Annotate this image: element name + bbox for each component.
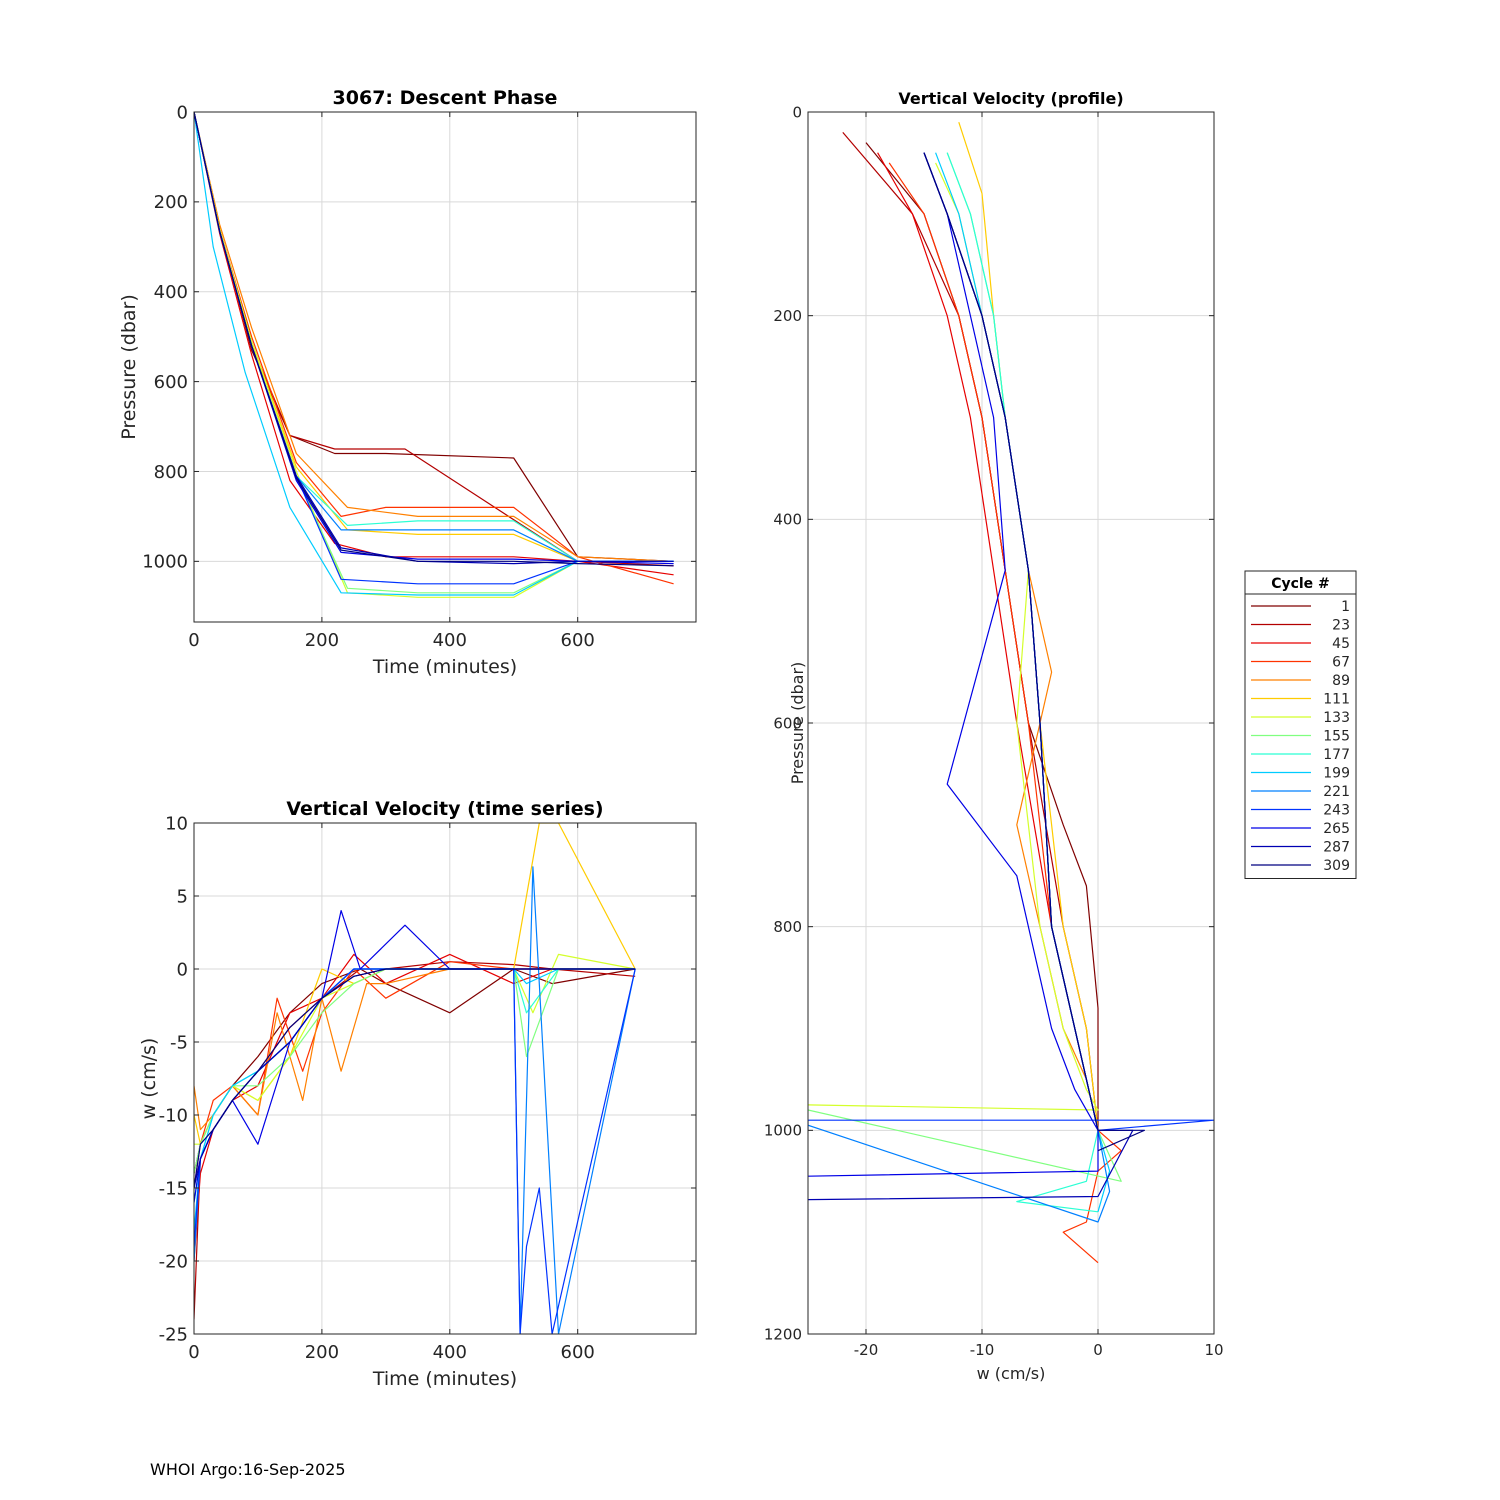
y-tick-label: 1000 bbox=[764, 1122, 802, 1140]
y-tick-label: 1200 bbox=[764, 1325, 802, 1343]
x-axis-label: Time (minutes) bbox=[372, 656, 517, 678]
legend-label-cycle-221: 221 bbox=[1323, 784, 1350, 800]
legend-title: Cycle # bbox=[1271, 576, 1330, 592]
x-axis-label: w (cm/s) bbox=[977, 1364, 1046, 1383]
series-line-cycle-309 bbox=[194, 968, 636, 1189]
footer-credit: WHOI Argo:16-Sep-2025 bbox=[150, 1460, 346, 1479]
y-tick-label: 1000 bbox=[142, 552, 188, 573]
velocity-time-series-chart: 0 200 400 600 10 5 0 -5 -10 -15 -20 -25 Vertical Vel… bbox=[138, 798, 697, 1390]
y-tick-label: 800 bbox=[154, 462, 188, 483]
x-tick-label: 600 bbox=[561, 630, 595, 651]
legend-label-cycle-67: 67 bbox=[1332, 655, 1350, 671]
series-line-cycle-67 bbox=[194, 961, 636, 1189]
x-tick-label: 10 bbox=[1204, 1341, 1223, 1359]
y-tick-label: 200 bbox=[154, 192, 188, 213]
legend-label-cycle-199: 199 bbox=[1323, 766, 1350, 782]
cycle-legend: Cycle # 1 23 45 67 89 111 133 155 177 199 221 243 265… bbox=[1244, 570, 1357, 879]
x-tick-label: 0 bbox=[188, 630, 199, 651]
x-tick-label: 600 bbox=[561, 1342, 595, 1363]
y-tick-label: 600 bbox=[154, 372, 188, 393]
y-tick-label: 0 bbox=[177, 959, 188, 980]
legend-label-cycle-133: 133 bbox=[1323, 710, 1350, 726]
x-tick-label: 200 bbox=[305, 1342, 339, 1363]
x-tick-label: 0 bbox=[188, 1342, 199, 1363]
legend-label-cycle-287: 287 bbox=[1323, 840, 1350, 856]
y-tick-label: 600 bbox=[773, 714, 802, 732]
legend-label-cycle-177: 177 bbox=[1323, 747, 1350, 763]
legend-label-cycle-23: 23 bbox=[1332, 618, 1350, 634]
axes-frame bbox=[193, 822, 697, 1335]
axes-frame bbox=[193, 111, 697, 623]
legend-box bbox=[1244, 570, 1357, 879]
y-axis-label: w (cm/s) bbox=[138, 1038, 160, 1120]
series-line-cycle-45 bbox=[194, 112, 674, 576]
plot-area bbox=[194, 112, 696, 622]
legend-label-cycle-111: 111 bbox=[1323, 692, 1350, 708]
legend-label-cycle-1: 1 bbox=[1341, 599, 1350, 615]
series-line-cycle-265 bbox=[808, 152, 1099, 1177]
y-tick-label: 5 bbox=[177, 886, 188, 907]
x-tick-label: -10 bbox=[970, 1341, 995, 1359]
plot-area bbox=[194, 823, 696, 1334]
series-line-cycle-89 bbox=[194, 112, 674, 562]
legend-label-cycle-265: 265 bbox=[1323, 821, 1350, 837]
y-tick-label: 200 bbox=[773, 307, 802, 325]
y-tick-label: 400 bbox=[773, 511, 802, 529]
y-axis-label: Pressure (dbar) bbox=[788, 662, 807, 785]
x-tick-label: 400 bbox=[433, 1342, 467, 1363]
y-tick-label: -15 bbox=[159, 1178, 188, 1199]
y-tick-label: 800 bbox=[773, 918, 802, 936]
y-tick-label: 0 bbox=[177, 102, 188, 123]
y-tick-label: -20 bbox=[159, 1251, 188, 1272]
x-tick-label: 400 bbox=[433, 630, 467, 651]
series-line-cycle-309 bbox=[923, 152, 1146, 1152]
x-axis-label: Time (minutes) bbox=[372, 1368, 517, 1390]
x-tick-label: 200 bbox=[305, 630, 339, 651]
series-group bbox=[194, 823, 636, 1334]
series-group bbox=[808, 122, 1214, 1264]
chart-title: 3067: Descent Phase bbox=[333, 87, 558, 109]
x-tick-label: -20 bbox=[854, 1341, 879, 1359]
y-tick-label: 0 bbox=[792, 103, 802, 121]
legend-label-cycle-45: 45 bbox=[1332, 636, 1350, 652]
y-tick-label: -25 bbox=[159, 1324, 188, 1345]
series-line-cycle-309 bbox=[194, 112, 674, 567]
y-axis-label: Pressure (dbar) bbox=[118, 294, 140, 440]
legend-label-cycle-243: 243 bbox=[1323, 803, 1350, 819]
descent-phase-chart: 0 200 400 600 0 200 400 600 800 1000 3067: Descent… bbox=[118, 87, 697, 678]
y-tick-label: 400 bbox=[154, 282, 188, 303]
legend-label-cycle-155: 155 bbox=[1323, 729, 1350, 745]
series-line-cycle-199 bbox=[194, 112, 674, 596]
legend-label-cycle-309: 309 bbox=[1323, 858, 1350, 874]
legend-label-cycle-89: 89 bbox=[1332, 673, 1350, 689]
series-group bbox=[194, 112, 674, 598]
chart-title: Vertical Velocity (profile) bbox=[898, 89, 1123, 108]
chart-title: Vertical Velocity (time series) bbox=[286, 798, 603, 820]
y-tick-label: 10 bbox=[165, 813, 188, 834]
x-tick-label: 0 bbox=[1093, 1341, 1103, 1359]
y-tick-label: -10 bbox=[159, 1105, 188, 1126]
y-tick-label: -5 bbox=[170, 1032, 188, 1053]
